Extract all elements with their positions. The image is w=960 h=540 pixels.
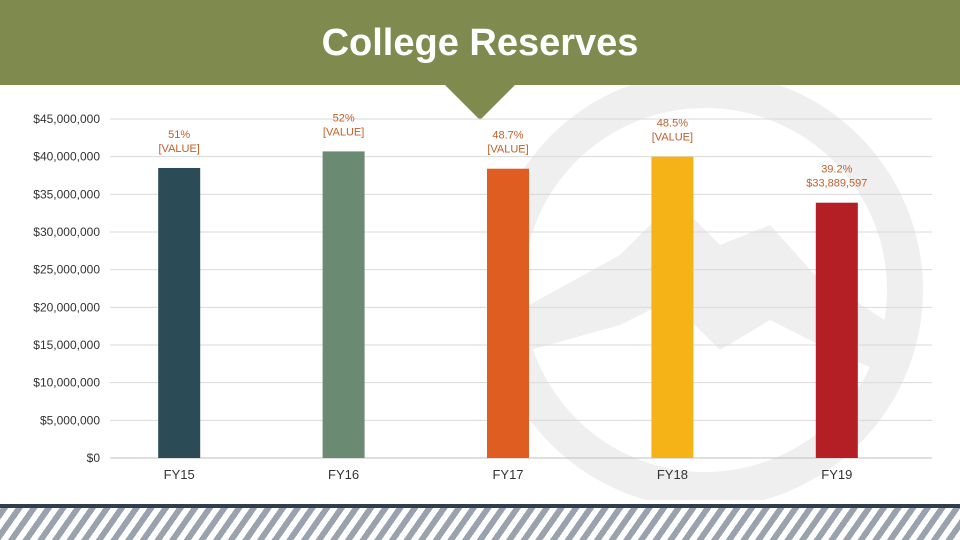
bar-fy18: [651, 156, 694, 458]
bar-chart: $0 $5,000,000 $10,000,000 $15,000,000 $20,00…: [33, 112, 932, 482]
y-tick-label: $0: [87, 451, 101, 465]
x-category-label: FY16: [328, 467, 359, 482]
header-pointer: [444, 84, 516, 120]
y-tick-label: $25,000,000: [33, 263, 100, 277]
y-tick-label: $35,000,000: [33, 187, 100, 201]
bar-fy17: [487, 168, 529, 458]
footer-line: [0, 504, 960, 508]
bar-fy16: [322, 151, 365, 459]
header-band: [0, 0, 960, 85]
slide-title: College Reserves: [321, 22, 639, 64]
y-tick-label: $30,000,000: [33, 225, 100, 239]
y-tick-label: $40,000,000: [33, 150, 100, 164]
bar-fy19: [815, 202, 858, 458]
x-category-label: FY15: [164, 467, 195, 482]
bar-data-label: $33,889,597: [806, 178, 867, 190]
footer-stripes: [0, 508, 960, 540]
bar-data-label: [VALUE]: [323, 126, 364, 138]
y-tick-label: $15,000,000: [33, 338, 100, 352]
y-tick-label: $45,000,000: [33, 112, 100, 126]
y-tick-label: $20,000,000: [33, 300, 100, 314]
x-category-label: FY18: [657, 467, 688, 482]
bar-data-label: [VALUE]: [487, 144, 528, 156]
bar-data-label: 52%: [333, 112, 355, 124]
y-tick-label: $10,000,000: [33, 376, 100, 390]
bar-data-label: [VALUE]: [159, 143, 200, 155]
bar-data-label: 48.7%: [492, 130, 523, 142]
bar-data-label: 39.2%: [821, 164, 852, 176]
y-tick-label: $5,000,000: [40, 413, 100, 427]
x-category-label: FY17: [492, 467, 523, 482]
bar-data-label: 48.5%: [657, 118, 688, 130]
x-category-label: FY19: [821, 467, 852, 482]
bar-data-label: 51%: [168, 129, 190, 141]
bar-data-label: [VALUE]: [652, 132, 693, 144]
bar-fy15: [158, 167, 201, 458]
